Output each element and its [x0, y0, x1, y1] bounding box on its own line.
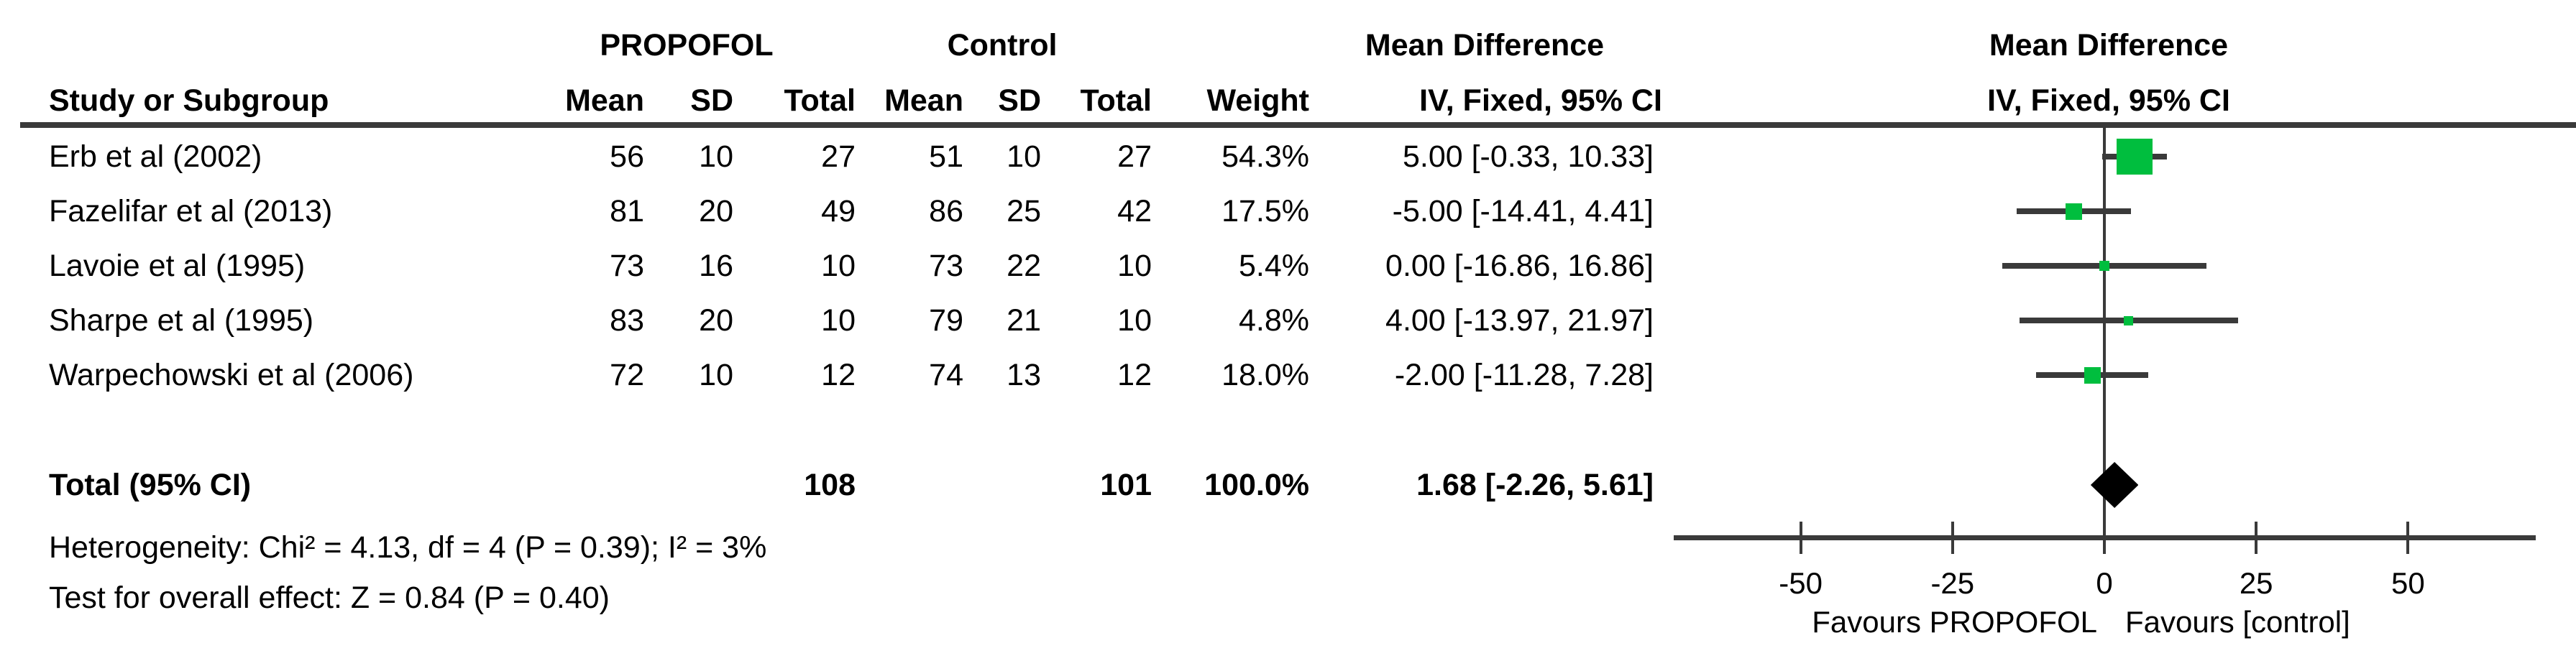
control-mean: 74 [929, 358, 963, 392]
control-total: 42 [1117, 194, 1152, 228]
plot-md-header: Mean Difference [1989, 28, 2229, 63]
propofol-mean: 83 [610, 303, 644, 338]
control-total: 27 [1117, 139, 1152, 174]
favours-right-label: Favours [control] [2125, 605, 2350, 639]
column-header-control-mean: Mean [884, 83, 963, 118]
column-header-control-total: Total [1080, 83, 1152, 118]
axis-tick [1799, 522, 1802, 554]
propofol-sd: 16 [699, 249, 733, 283]
propofol-total: 10 [821, 303, 856, 338]
axis-tick [1951, 522, 1954, 554]
md-ci-text: 0.00 [-16.86, 16.86] [1385, 249, 1654, 283]
total-row-label: Total (95% CI) [49, 468, 252, 502]
propofol-mean: 56 [610, 139, 644, 174]
control-mean: 79 [929, 303, 963, 338]
axis-tick-label: -50 [1779, 566, 1823, 600]
column-header-propofol-sd: SD [690, 83, 733, 118]
favours-left-label: Favours PROPOFOL [1812, 605, 2097, 639]
weight-value: 4.8% [1238, 303, 1309, 338]
effect-square [2099, 261, 2109, 271]
header-rule [20, 122, 2576, 128]
axis-tick [2255, 522, 2258, 554]
group-header-propofol: PROPOFOL [600, 28, 774, 63]
axis-tick-label: 0 [2096, 566, 2113, 600]
propofol-total: 49 [821, 194, 856, 228]
overall-effect-text: Test for overall effect: Z = 0.84 (P = 0… [49, 581, 610, 615]
effect-square [2124, 315, 2134, 325]
effect-square [2066, 203, 2083, 220]
axis-tick-label: 50 [2391, 566, 2425, 600]
group-header-control: Control [947, 28, 1058, 63]
propofol-sd: 20 [699, 303, 733, 338]
control-mean: 86 [929, 194, 963, 228]
md-ci-text: -5.00 [-14.41, 4.41] [1392, 194, 1654, 228]
weight-value: 17.5% [1221, 194, 1309, 228]
control-mean: 51 [929, 139, 963, 174]
propofol-mean: 73 [610, 249, 644, 283]
control-total: 10 [1117, 249, 1152, 283]
propofol-total: 27 [821, 139, 856, 174]
axis-tick-label: 25 [2239, 566, 2273, 600]
control-sd: 25 [1007, 194, 1041, 228]
effect-square [2117, 139, 2153, 175]
total-control-n: 101 [1100, 468, 1152, 502]
study-name: Sharpe et al (1995) [49, 303, 314, 338]
column-header-weight: Weight [1206, 83, 1309, 118]
effect-square [2084, 366, 2101, 384]
weight-value: 54.3% [1221, 139, 1309, 174]
total-weight: 100.0% [1204, 468, 1309, 502]
control-total: 10 [1117, 303, 1152, 338]
md-ci-text: 5.00 [-0.33, 10.33] [1402, 139, 1654, 174]
study-name: Warpechowski et al (2006) [49, 358, 414, 392]
column-header-propofol-mean: Mean [565, 83, 644, 118]
md-column-header: Mean Difference [1365, 28, 1605, 63]
propofol-total: 10 [821, 249, 856, 283]
study-name: Fazelifar et al (2013) [49, 194, 333, 228]
total-ci-text: 1.68 [-2.26, 5.61] [1416, 468, 1654, 502]
propofol-mean: 72 [610, 358, 644, 392]
study-name: Erb et al (2002) [49, 139, 262, 174]
axis-tick [2103, 522, 2106, 554]
md-column-subheader: IV, Fixed, 95% CI [1419, 83, 1662, 118]
weight-value: 5.4% [1238, 249, 1309, 283]
md-ci-text: -2.00 [-11.28, 7.28] [1394, 358, 1654, 392]
column-header-study: Study or Subgroup [49, 83, 329, 118]
overall-diamond [2090, 462, 2139, 508]
control-sd: 22 [1007, 249, 1041, 283]
control-sd: 21 [1007, 303, 1041, 338]
control-sd: 13 [1007, 358, 1041, 392]
column-header-control-sd: SD [998, 83, 1041, 118]
weight-value: 18.0% [1221, 358, 1309, 392]
propofol-sd: 10 [699, 139, 733, 174]
control-mean: 73 [929, 249, 963, 283]
propofol-total: 12 [821, 358, 856, 392]
plot-md-subheader: IV, Fixed, 95% CI [1987, 83, 2230, 118]
heterogeneity-text: Heterogeneity: Chi² = 4.13, df = 4 (P = … [49, 530, 767, 565]
propofol-mean: 81 [610, 194, 644, 228]
control-total: 12 [1117, 358, 1152, 392]
md-ci-text: 4.00 [-13.97, 21.97] [1385, 303, 1654, 338]
column-header-propofol-total: Total [784, 83, 856, 118]
propofol-sd: 10 [699, 358, 733, 392]
total-propofol-n: 108 [804, 468, 856, 502]
control-sd: 10 [1007, 139, 1041, 174]
study-name: Lavoie et al (1995) [49, 249, 306, 283]
zero-line [2103, 128, 2106, 537]
axis-tick-label: -25 [1930, 566, 1975, 600]
axis-tick [2406, 522, 2410, 554]
propofol-sd: 20 [699, 194, 733, 228]
